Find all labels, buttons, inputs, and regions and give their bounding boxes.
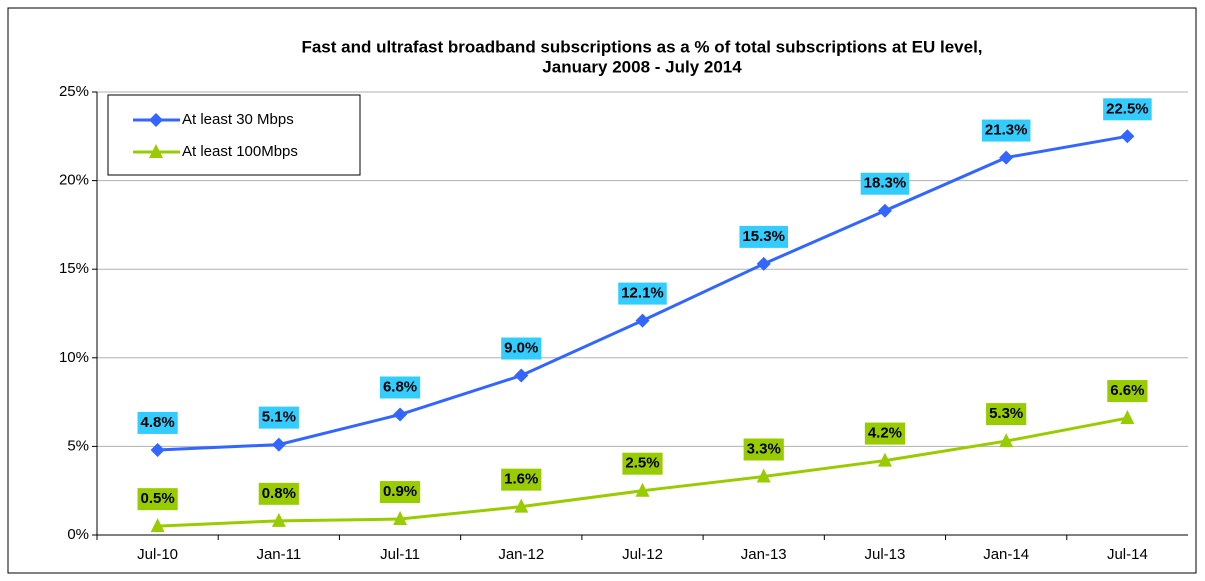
chart-title: January 2008 - July 2014: [542, 57, 742, 76]
value-label: 0.8%: [262, 485, 296, 502]
y-tick-label: 0%: [67, 526, 89, 543]
point-marker: [150, 518, 165, 533]
value-label-box: [622, 452, 663, 475]
x-tick-label: Jul-13: [865, 546, 906, 563]
y-tick-label: 10%: [59, 349, 89, 366]
point-marker: [271, 437, 286, 452]
chart-border: [7, 7, 1197, 574]
point-marker: [393, 407, 408, 422]
value-label: 0.5%: [141, 490, 175, 507]
point-marker: [271, 512, 286, 527]
point-marker: [756, 468, 771, 483]
value-label: 9.0%: [504, 339, 538, 356]
value-label-box: [501, 468, 542, 491]
value-label: 22.5%: [1106, 100, 1149, 117]
value-label-box: [501, 337, 542, 360]
point-marker: [877, 452, 892, 467]
value-label: 18.3%: [864, 175, 907, 192]
value-label-box: [739, 225, 788, 248]
value-label: 3.3%: [747, 440, 781, 457]
value-label: 12.1%: [621, 285, 664, 302]
point-marker: [393, 511, 408, 526]
point-marker: [1120, 129, 1135, 144]
value-label: 15.3%: [742, 228, 785, 245]
y-tick-label: 25%: [59, 83, 89, 100]
legend-marker: [149, 144, 163, 158]
x-tick-label: Jan-11: [256, 546, 301, 563]
legend-label: At least 30 Mbps: [182, 111, 294, 128]
x-tick-label: Jan-12: [498, 546, 544, 563]
point-marker: [999, 150, 1014, 165]
chart-title: Fast and ultrafast broadband subscriptio…: [301, 37, 982, 56]
point-marker: [150, 442, 165, 457]
x-tick-label: Jan-14: [983, 546, 1029, 563]
x-tick-label: Jan-13: [741, 546, 787, 563]
value-label: 6.6%: [1110, 382, 1144, 399]
legend-box: [107, 94, 361, 176]
value-label-box: [981, 119, 1031, 142]
legend-marker: [149, 113, 163, 127]
value-label-box: [1107, 380, 1148, 403]
value-label-box: [986, 403, 1027, 426]
value-label: 6.8%: [383, 378, 417, 395]
value-label-box: [618, 282, 667, 305]
legend-label: At least 100Mbps: [182, 143, 298, 160]
point-marker: [756, 256, 771, 271]
x-tick-label: Jul-10: [137, 546, 178, 563]
point-marker: [635, 313, 650, 328]
value-label-box: [137, 488, 178, 511]
x-tick-label: Jul-11: [380, 546, 420, 563]
y-tick-label: 20%: [59, 172, 89, 189]
x-tick-label: Jul-12: [622, 546, 663, 563]
point-marker: [514, 368, 529, 383]
point-marker: [514, 498, 529, 513]
value-label-box: [258, 482, 299, 505]
value-label: 21.3%: [985, 122, 1028, 139]
y-tick-label: 15%: [59, 260, 89, 277]
value-label: 1.6%: [504, 471, 538, 488]
value-label-box: [379, 376, 421, 399]
point-marker: [999, 433, 1014, 448]
value-label: 5.3%: [989, 405, 1023, 422]
value-label: 0.9%: [383, 483, 417, 500]
value-label-box: [137, 411, 178, 434]
point-marker: [1120, 410, 1135, 425]
x-tick-label: Jul-14: [1107, 546, 1148, 563]
value-label-box: [379, 481, 421, 504]
value-label-box: [258, 406, 299, 429]
point-marker: [635, 482, 650, 497]
y-tick-label: 5%: [67, 437, 89, 454]
value-label-box: [864, 422, 906, 445]
value-label: 5.1%: [262, 409, 296, 426]
value-label-box: [743, 438, 784, 461]
point-marker: [877, 203, 892, 218]
value-label: 2.5%: [625, 455, 659, 472]
value-label-box: [860, 172, 910, 195]
value-label-box: [1103, 98, 1152, 121]
value-label: 4.8%: [141, 414, 175, 431]
value-label: 4.2%: [868, 425, 902, 442]
